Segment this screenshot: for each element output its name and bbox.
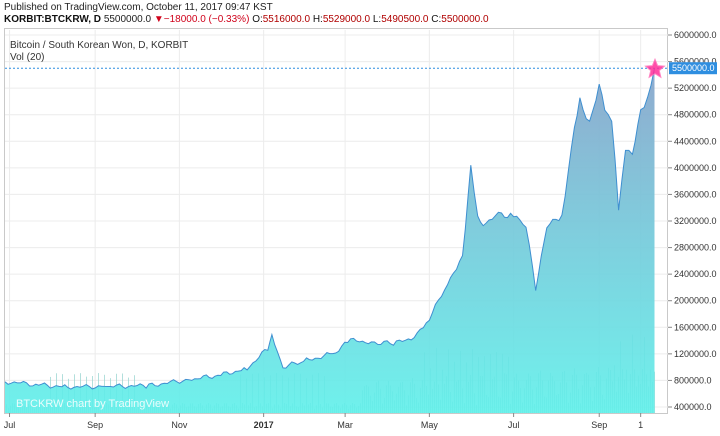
- time-tick-label: 1: [638, 420, 643, 430]
- price-tick-label: 5600000.0: [674, 57, 717, 67]
- current-price-label: 5500000.0: [672, 63, 715, 73]
- price-tick-label: 1600000.0: [674, 322, 717, 332]
- watermark: BTCKRW chart by TradingView: [16, 398, 170, 410]
- time-tick-label: Jul: [508, 420, 520, 430]
- last-price: 5500000.0: [103, 14, 152, 25]
- price-tick-label: 2800000.0: [674, 243, 717, 253]
- time-tick-label: May: [421, 420, 439, 430]
- price-tick-label: 4400000.0: [674, 136, 717, 146]
- current-price-tag: 5500000.0: [669, 62, 717, 75]
- time-tick-label: Jul: [4, 420, 16, 430]
- volume-legend: Vol (20): [10, 52, 45, 63]
- change-value: −18000.0 (−0.33%): [163, 14, 250, 25]
- close-label: C:: [431, 14, 442, 25]
- current-price-bg: [669, 62, 717, 75]
- star-marker: [644, 57, 666, 79]
- published-line: Published on TradingView.com, October 11…: [4, 2, 273, 13]
- symbol-label: KORBIT:BTCKRW, D: [4, 14, 102, 25]
- open-value: 5516000.0: [262, 14, 311, 25]
- time-tick-label: Nov: [171, 420, 188, 430]
- price-tick-label: 5200000.0: [674, 83, 717, 93]
- high-value: 5529000.0: [322, 14, 371, 25]
- price-tick-label: 400000.0: [674, 402, 712, 412]
- open-label: O:: [252, 14, 263, 25]
- low-label: L:: [372, 14, 382, 25]
- price-tick-label: 3600000.0: [674, 189, 717, 199]
- high-label: H:: [312, 14, 323, 25]
- time-axis: Jul Sep Nov 2017 Mar May Jul Sep 1: [4, 413, 643, 430]
- price-area: [5, 68, 655, 413]
- low-value: 5490500.0: [381, 14, 429, 25]
- time-tick-label: Sep: [591, 420, 607, 430]
- price-line: [4, 68, 655, 390]
- price-tick-label: 3200000.0: [674, 216, 717, 226]
- star-icon: [644, 57, 666, 79]
- price-tick-label: 2400000.0: [674, 269, 717, 279]
- close-value: 5500000.0: [441, 14, 489, 25]
- price-tick-label: 1200000.0: [674, 349, 717, 359]
- price-tick-label: 4800000.0: [674, 110, 717, 120]
- price-axis: 6000000.0 5600000.0 5200000.0 4800000.0 4400…: [668, 30, 717, 412]
- price-tick-label: 800000.0: [674, 375, 712, 385]
- time-tick-label: 2017: [254, 420, 274, 430]
- price-tick-label: 6000000.0: [674, 30, 717, 40]
- change-down-icon: ▼: [153, 14, 164, 25]
- price-tick-label: 2000000.0: [674, 296, 717, 306]
- chart-legend-title: Bitcoin / South Korean Won, D, KORBIT: [10, 40, 189, 51]
- time-tick-label: Sep: [87, 420, 103, 430]
- quote-line: KORBIT:BTCKRW, D 5500000.0 ▼−18000.0 (−0…: [4, 14, 489, 25]
- price-tick-label: 4000000.0: [674, 163, 717, 173]
- time-tick-label: Mar: [337, 420, 353, 430]
